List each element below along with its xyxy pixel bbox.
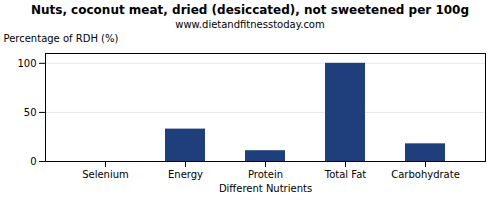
svg-text:50: 50 [24,107,37,118]
html-text:Nuts, coconut meat, dried (des: Nuts, coconut meat, dried (desiccated), … [30,3,470,17]
svg-text:Percentage of RDH (%): Percentage of RDH (%) [4,33,119,44]
svg-text:Protein: Protein [248,169,283,180]
svg-text:Selenium: Selenium [82,169,129,180]
svg-text:Energy: Energy [168,169,203,180]
svg-text:100: 100 [17,58,36,69]
svg-text:Carbohydrate: Carbohydrate [391,169,460,180]
svg-text:Total Fat: Total Fat [324,169,366,180]
svg-text:Different Nutrients: Different Nutrients [219,183,312,194]
html-text:www.dietandfitnesstoday.com: www.dietandfitnesstoday.com [175,19,325,30]
svg-text:0: 0 [30,156,36,167]
